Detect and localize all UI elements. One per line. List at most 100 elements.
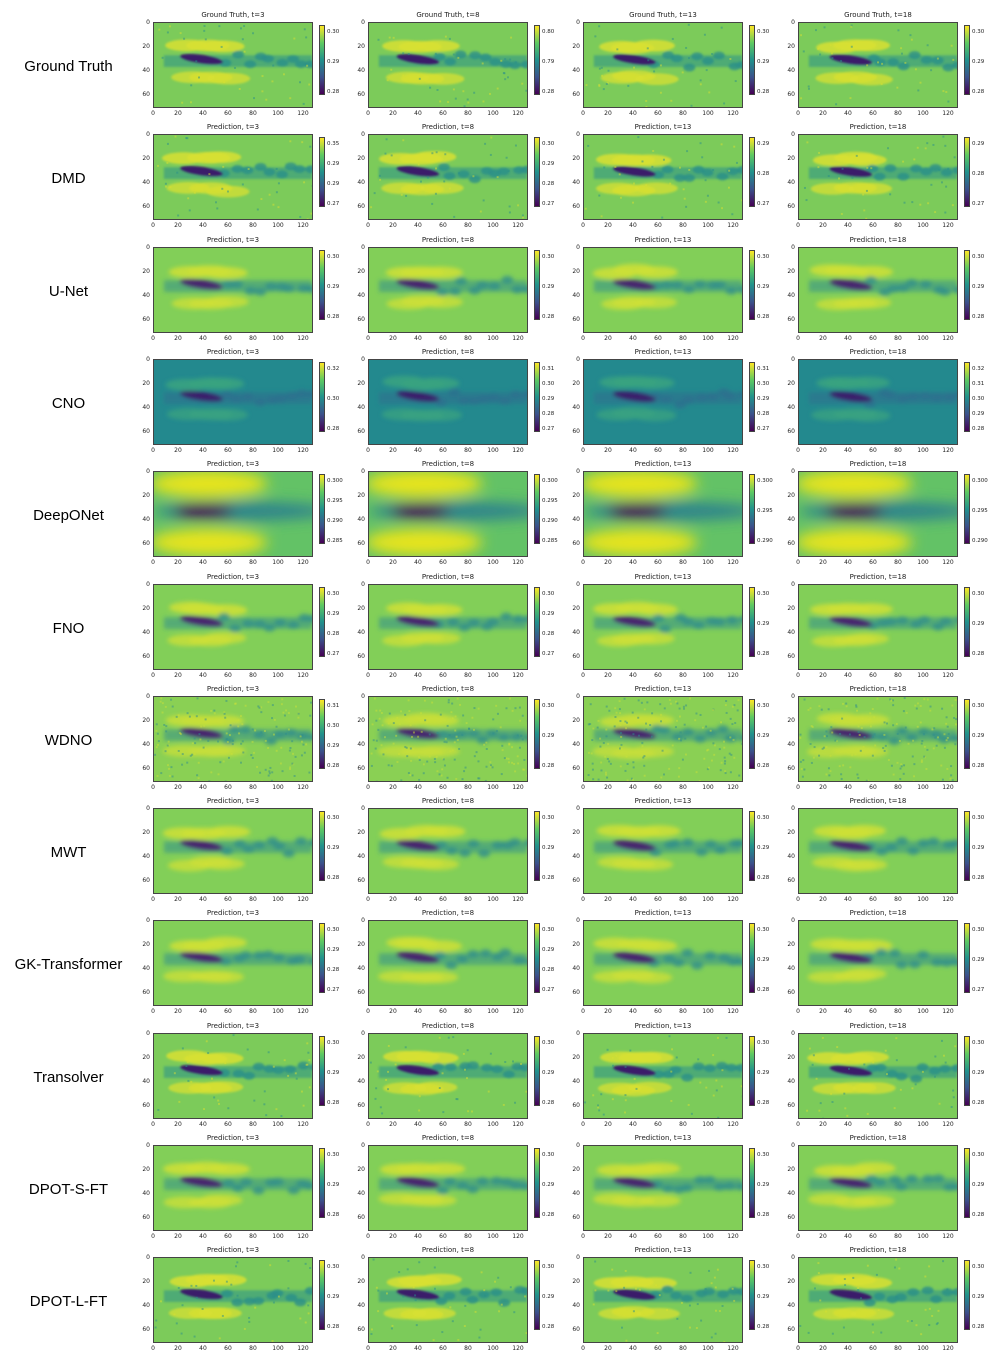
velocity-field — [584, 1033, 742, 1118]
colorbar-tick-label: 0.29 — [972, 141, 985, 148]
y-tick-label: 20 — [142, 829, 150, 837]
heatmap-plot — [798, 246, 958, 333]
x-tick-label: 60 — [224, 1345, 232, 1353]
velocity-field — [369, 696, 527, 781]
x-tick-label: 60 — [654, 1008, 662, 1016]
x-tick-label: 60 — [439, 896, 447, 904]
y-tick-label: 40 — [142, 516, 150, 524]
x-tick-label: 0 — [151, 1008, 155, 1016]
x-tick-label: 40 — [414, 110, 422, 117]
heatmap-plot — [368, 808, 528, 895]
x-tick-label: 80 — [464, 671, 472, 679]
x-tick-label: 100 — [272, 334, 284, 342]
colorbar-ticks: 0.31 0.30 0.29 0.28 — [327, 699, 347, 769]
x-tick-label: 100 — [487, 110, 499, 117]
y-axis-ticks: 0 20 40 60 — [780, 806, 796, 894]
y-tick-label: 40 — [572, 740, 580, 748]
row-label: Transolver — [33, 1068, 104, 1086]
y-tick-label: 40 — [142, 1190, 150, 1197]
colorbar-tick-label: 0.29 — [972, 410, 985, 417]
x-tick-label: 40 — [844, 1008, 852, 1016]
colorbar-tick-label: 0.28 — [972, 425, 985, 432]
y-tick-label: 60 — [357, 540, 365, 548]
x-tick-label: 20 — [389, 1345, 397, 1353]
heatmap-plot — [368, 358, 528, 445]
x-tick-label: 120 — [297, 446, 309, 454]
figure-row: WDNO Prediction, t=3 0 20 40 60 0 20 40 60 80 100 12… — [0, 684, 997, 797]
x-tick-label: 120 — [512, 671, 524, 679]
colorbar — [319, 474, 325, 545]
colorbar — [749, 249, 755, 320]
velocity-field — [154, 584, 312, 669]
x-tick-label: 0 — [151, 334, 155, 342]
x-tick-label: 20 — [819, 1345, 827, 1353]
x-tick-label: 100 — [487, 1008, 499, 1016]
y-tick-label: 40 — [787, 67, 795, 74]
figure-row: CNO Prediction, t=3 0 20 40 60 0 20 40 60 80 100 120… — [0, 347, 997, 460]
colorbar-tick-label: 0.29 — [757, 732, 770, 739]
x-axis-ticks: 0 20 40 60 80 100 120 — [151, 784, 313, 794]
y-tick-label: 20 — [787, 267, 795, 275]
y-tick-label: 20 — [142, 1053, 150, 1061]
x-tick-label: 60 — [439, 446, 447, 454]
heatmap-panel: Ground Truth, t=18 0 20 40 60 0 20 40 60 80 100 120… — [780, 10, 990, 123]
velocity-field — [799, 1258, 957, 1343]
x-tick-label: 80 — [679, 1008, 687, 1016]
x-tick-label: 80 — [249, 559, 257, 567]
colorbar-tick-label: 0.300 — [757, 478, 773, 485]
x-axis-ticks: 0 20 40 60 80 100 120 — [796, 1008, 958, 1018]
y-axis-ticks: 0 20 40 60 — [780, 693, 796, 782]
colorbar-tick-label: 0.27 — [757, 425, 770, 432]
colorbar-ticks: 0.32 0.30 0.28 — [327, 362, 347, 432]
panel-title: Prediction, t=8 — [421, 235, 475, 244]
x-tick-label: 0 — [366, 783, 370, 791]
colorbar-tick-label: 0.29 — [972, 620, 985, 627]
x-tick-label: 100 — [487, 446, 499, 454]
x-tick-label: 100 — [272, 222, 284, 230]
heatmap-panel: Prediction, t=8 0 20 40 60 0 20 40 60 80 100 120 0.3… — [350, 459, 560, 572]
figure-row: DPOT-S-FT Prediction, t=3 0 20 40 60 0 20 40 60 80… — [0, 1133, 997, 1246]
colorbar-tick-label: 0.28 — [972, 89, 985, 95]
heatmap-plot — [153, 583, 313, 670]
x-tick-label: 120 — [512, 1345, 524, 1353]
y-tick-label: 40 — [572, 1077, 580, 1085]
x-tick-label: 40 — [629, 1345, 637, 1353]
colorbar-tick-label: 0.30 — [327, 1152, 340, 1158]
x-tick-label: 100 — [917, 896, 929, 904]
y-axis-ticks: 0 20 40 60 — [780, 469, 796, 557]
y-axis-ticks: 0 20 40 60 — [135, 1030, 151, 1119]
colorbar — [534, 474, 540, 545]
x-tick-label: 20 — [604, 1120, 612, 1128]
x-tick-label: 100 — [702, 1233, 714, 1240]
y-tick-label: 0 — [791, 580, 795, 588]
y-tick-label: 20 — [787, 1053, 795, 1061]
heatmap-plot — [583, 358, 743, 445]
y-tick-label: 40 — [572, 403, 580, 411]
panel-title: Prediction, t=18 — [849, 123, 907, 132]
panel-title: Prediction, t=8 — [421, 1134, 475, 1142]
x-tick-label: 20 — [604, 1233, 612, 1240]
x-axis-ticks: 0 20 40 60 80 100 120 — [366, 222, 528, 232]
x-tick-label: 0 — [366, 1120, 370, 1128]
y-axis-ticks: 0 20 40 60 — [780, 1030, 796, 1119]
colorbar-ticks: 0.30 0.29 0.28 — [757, 25, 777, 95]
x-axis-ticks: 0 20 40 60 80 100 120 — [151, 446, 313, 457]
y-tick-label: 40 — [787, 740, 795, 748]
heatmap-plot — [153, 246, 313, 333]
x-tick-label: 100 — [917, 671, 929, 679]
x-tick-label: 20 — [174, 334, 182, 342]
y-tick-label: 60 — [142, 1326, 150, 1334]
x-tick-label: 100 — [487, 896, 499, 904]
y-tick-label: 0 — [791, 243, 795, 251]
x-tick-label: 40 — [844, 671, 852, 679]
panel-title: Prediction, t=8 — [421, 1021, 475, 1030]
x-tick-label: 100 — [702, 671, 714, 679]
colorbar-tick-label: 0.285 — [327, 538, 343, 545]
x-tick-label: 0 — [581, 110, 585, 117]
y-tick-label: 40 — [142, 291, 150, 299]
x-tick-label: 20 — [819, 671, 827, 679]
x-tick-label: 80 — [249, 1233, 257, 1240]
x-tick-label: 60 — [439, 1120, 447, 1128]
x-tick-label: 120 — [297, 1008, 309, 1016]
x-tick-label: 40 — [199, 446, 207, 454]
